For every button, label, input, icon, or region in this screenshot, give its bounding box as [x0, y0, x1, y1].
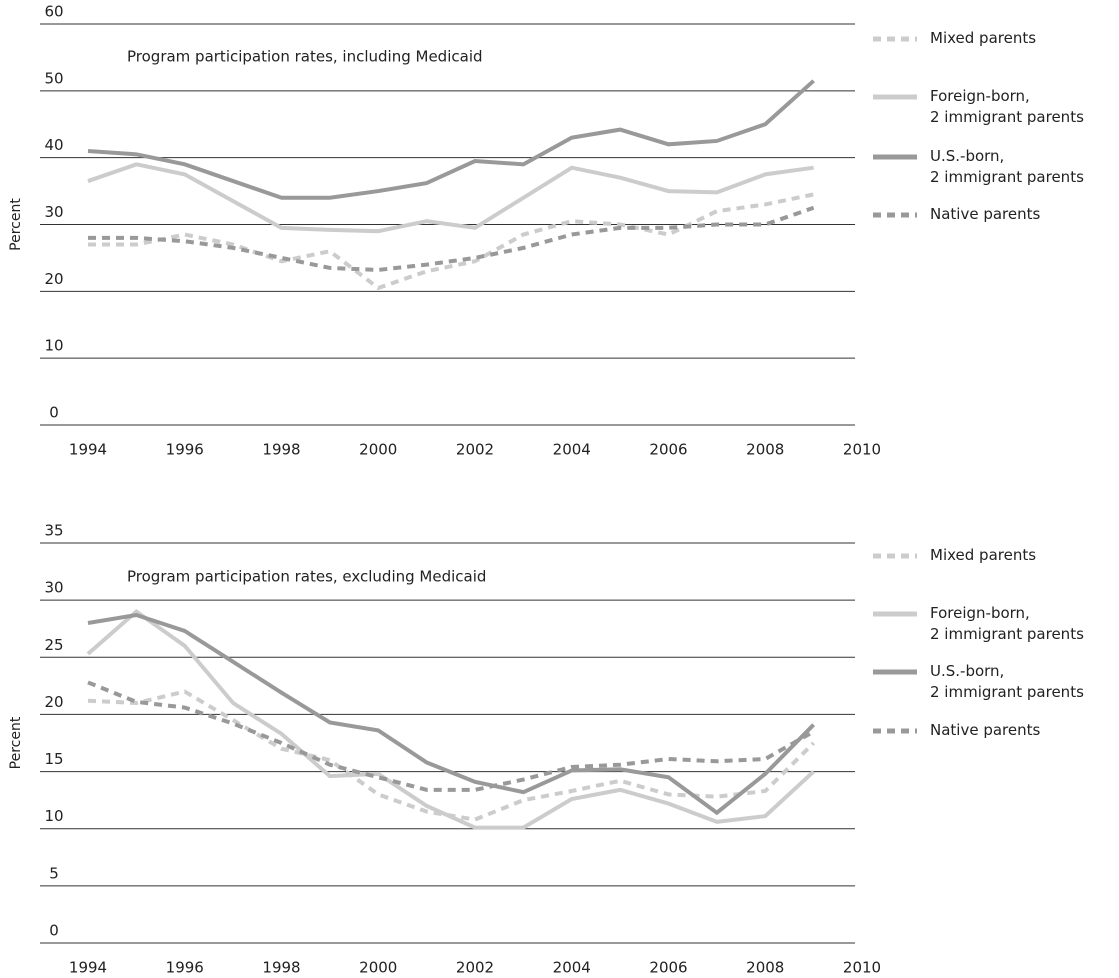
- y-tick-label: 20: [44, 693, 63, 711]
- x-tick-label: 2006: [649, 441, 687, 459]
- legend-label: Foreign-born, 2 immigrant parents: [930, 604, 1084, 643]
- y-tick-label: 30: [44, 579, 63, 597]
- x-tick-label: 2000: [359, 959, 397, 977]
- legend-label: U.S.-born, 2 immigrant parents: [930, 662, 1084, 701]
- y-tick-label: 0: [49, 404, 59, 422]
- y-tick-label: 20: [44, 270, 63, 288]
- x-tick-label: 2006: [649, 959, 687, 977]
- y-tick-label: 40: [44, 136, 63, 154]
- y-tick-label: 30: [44, 203, 63, 221]
- x-tick-label: 2010: [843, 959, 881, 977]
- y-tick-label: 35: [44, 522, 63, 540]
- y-axis-label: Percent: [8, 716, 24, 769]
- legend-label: Mixed parents: [930, 29, 1037, 47]
- x-tick-label: 2004: [553, 441, 591, 459]
- line-series: [88, 192, 815, 291]
- chart-title: Program participation rates, excluding M…: [127, 568, 486, 586]
- y-tick-label: 50: [44, 69, 63, 87]
- line-series: [87, 680, 815, 792]
- y-tick-label: 25: [44, 636, 63, 654]
- x-tick-label: 2002: [456, 959, 494, 977]
- x-tick-label: 1996: [166, 959, 204, 977]
- y-axis-label: Percent: [8, 198, 24, 251]
- line-series: [86, 609, 815, 830]
- legend-label: Native parents: [930, 721, 1041, 739]
- x-tick-label: 2000: [359, 441, 397, 459]
- x-tick-label: 1998: [262, 441, 300, 459]
- legend-label: Native parents: [930, 205, 1041, 223]
- y-tick-label: 15: [44, 750, 63, 768]
- x-tick-label: 1994: [69, 441, 107, 459]
- line-series: [87, 79, 815, 200]
- y-tick-label: 5: [49, 864, 59, 882]
- y-tick-label: 10: [44, 337, 63, 355]
- line-series: [87, 612, 816, 816]
- x-tick-label: 1996: [166, 441, 204, 459]
- legend-label: Foreign-born, 2 immigrant parents: [930, 87, 1084, 126]
- x-tick-label: 2008: [746, 959, 784, 977]
- y-tick-label: 10: [44, 807, 63, 825]
- chart-title: Program participation rates, including M…: [127, 48, 483, 66]
- legend-label: Mixed parents: [930, 546, 1037, 564]
- x-tick-label: 1994: [69, 959, 107, 977]
- x-tick-label: 1998: [262, 959, 300, 977]
- x-tick-label: 2002: [456, 441, 494, 459]
- line-series: [88, 205, 815, 272]
- x-tick-label: 2004: [553, 959, 591, 977]
- y-tick-label: 0: [49, 922, 59, 940]
- y-tick-label: 60: [44, 3, 63, 21]
- line-series: [87, 162, 814, 234]
- x-tick-label: 2010: [843, 441, 881, 459]
- legend-label: U.S.-born, 2 immigrant parents: [930, 147, 1084, 186]
- x-tick-label: 2008: [746, 441, 784, 459]
